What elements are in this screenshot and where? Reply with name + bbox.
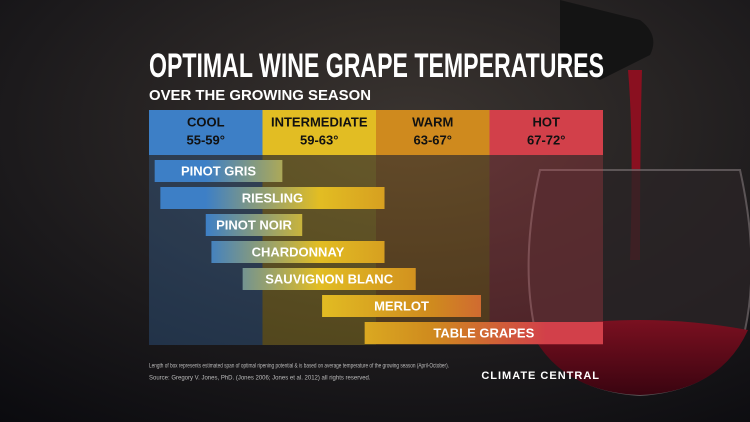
bar-label: SAUVIGNON BLANC bbox=[265, 271, 393, 286]
zone-name: HOT bbox=[533, 114, 561, 129]
range-bar bbox=[364, 322, 603, 344]
range-bar bbox=[154, 160, 283, 182]
zone-name: WARM bbox=[412, 114, 453, 129]
bar-label: MERLOT bbox=[374, 298, 429, 313]
zone-header bbox=[489, 110, 603, 155]
footnote: Length of box represents estimated span … bbox=[149, 364, 449, 370]
range-bar bbox=[205, 214, 303, 236]
subtitle: OVER THE GROWING SEASON bbox=[149, 87, 371, 104]
zone-header bbox=[376, 110, 490, 155]
zone-header bbox=[262, 110, 376, 155]
title: OPTIMAL WINE GRAPE TEMPERATURES bbox=[149, 47, 604, 85]
zone-range: 55-59° bbox=[187, 132, 225, 147]
zone-column bbox=[489, 155, 603, 345]
bar-label: PINOT NOIR bbox=[216, 217, 292, 232]
plot: COOL 55-59° INTERMEDIATE 59-63° WARM 63-67° HO… bbox=[149, 110, 603, 345]
range-bar bbox=[211, 241, 385, 263]
zone-name: COOL bbox=[187, 114, 225, 129]
zone-range: 59-63° bbox=[300, 132, 338, 147]
bar-label: PINOT GRIS bbox=[181, 163, 256, 178]
bar-label: RIESLING bbox=[242, 190, 303, 205]
zone-range: 67-72° bbox=[527, 132, 565, 147]
range-bar bbox=[242, 268, 416, 290]
zone-header bbox=[149, 110, 263, 155]
logo: CLIMATE CENTRAL bbox=[481, 370, 600, 382]
range-bar bbox=[160, 187, 385, 209]
source: Source: Gregory V. Jones, PhD. (Jones 20… bbox=[149, 376, 371, 382]
bar-label: TABLE GRAPES bbox=[433, 325, 534, 340]
bottle bbox=[560, 0, 654, 80]
zone-range: 63-67° bbox=[414, 132, 452, 147]
range-bar bbox=[322, 295, 481, 317]
zone-name: INTERMEDIATE bbox=[271, 114, 368, 129]
bar-label: CHARDONNAY bbox=[252, 244, 345, 259]
